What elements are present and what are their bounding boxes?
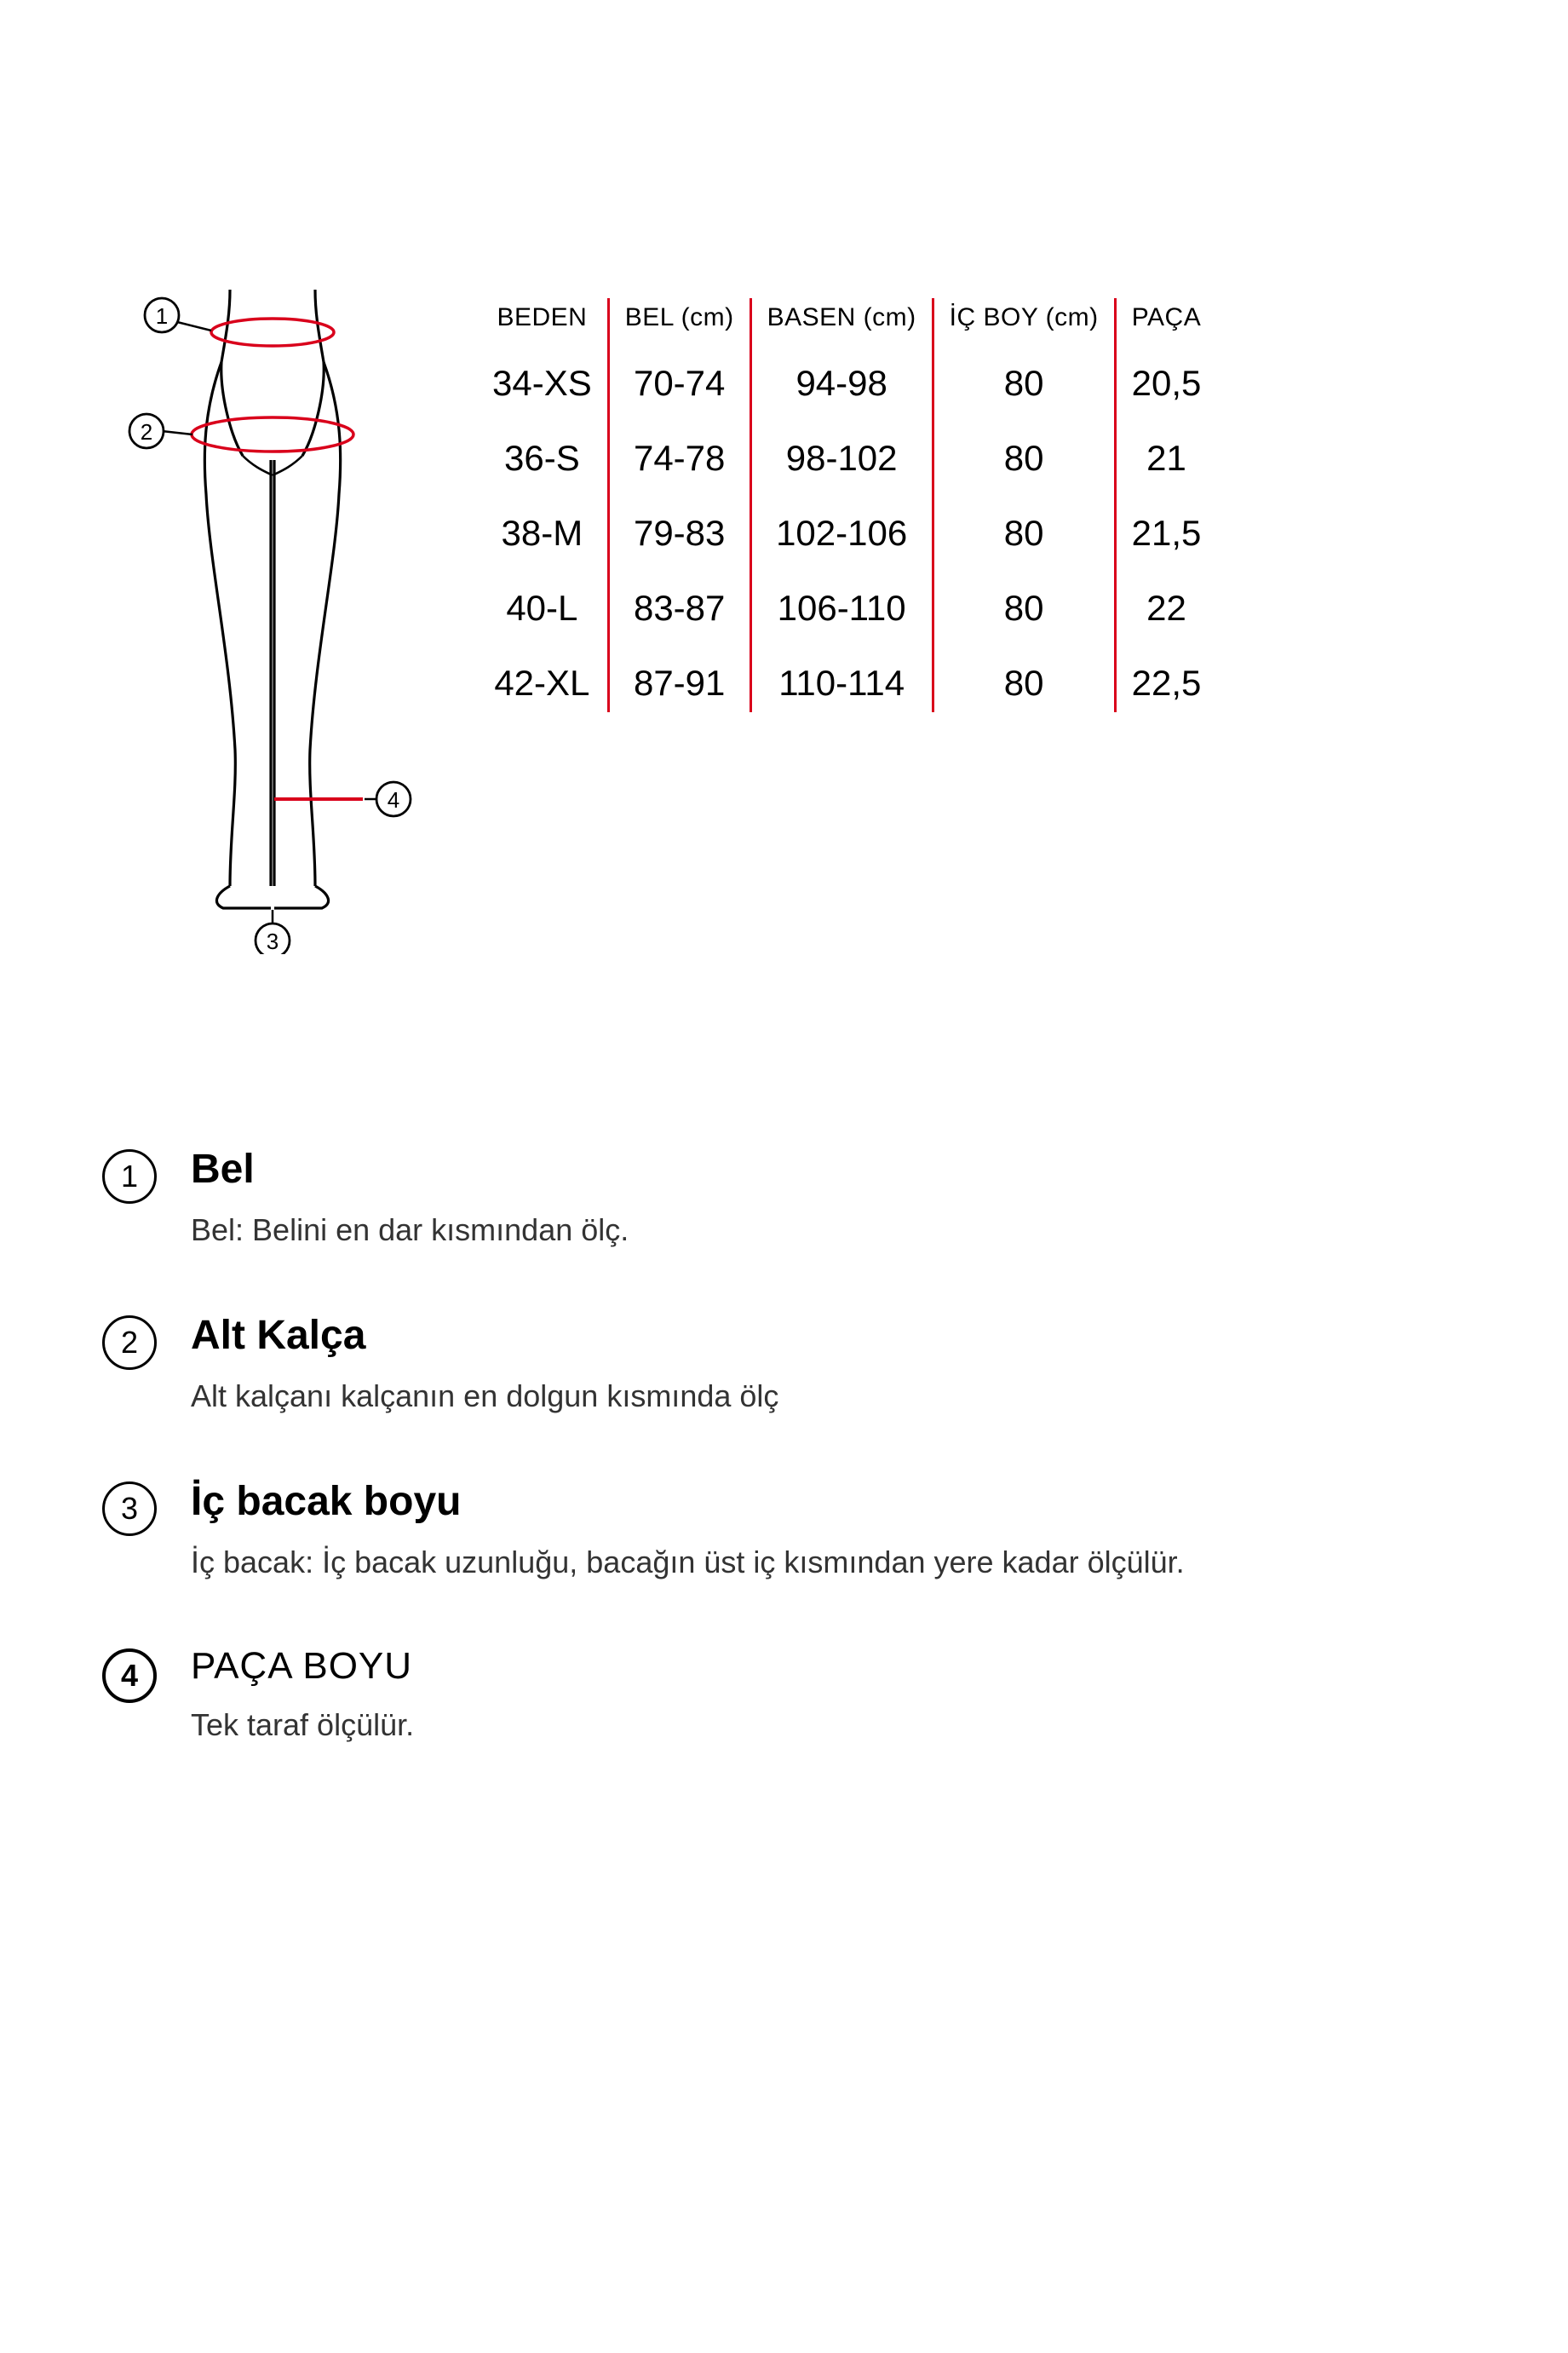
- col-header: İÇ BOY (cm): [950, 290, 1099, 346]
- table-cell: 22: [1146, 571, 1186, 646]
- table-cell: 80: [1004, 421, 1044, 496]
- legend-desc: Tek taraf ölçülür.: [191, 1703, 1213, 1747]
- legend-title: Alt Kalça: [191, 1312, 1466, 1359]
- table-col-bel: BEL (cm) 70-74 74-78 79-83 83-87 87-91: [610, 290, 750, 721]
- body-figure: 1 2 3 4: [102, 290, 443, 958]
- table-col-basen: BASEN (cm) 94-98 98-102 102-106 106-110 …: [752, 290, 932, 721]
- size-table: BEDEN 34-XS 36-S 38-M 40-L 42-XL BEL (cm…: [477, 290, 1466, 721]
- table-cell: 70-74: [634, 346, 725, 421]
- legend-item-4: 4 PAÇA BOYU Tek taraf ölçülür.: [102, 1645, 1466, 1747]
- table-cell: 110-114: [778, 646, 905, 721]
- table-cell: 74-78: [634, 421, 725, 496]
- table-cell: 80: [1004, 496, 1044, 571]
- table-cell: 98-102: [786, 421, 898, 496]
- legend-title: PAÇA BOYU: [191, 1645, 1466, 1688]
- legend-item-2: 2 Alt Kalça Alt kalçanı kalçanın en dolg…: [102, 1312, 1466, 1418]
- table-col-paca: PAÇA 20,5 21 21,5 22 22,5: [1117, 290, 1217, 721]
- table-cell: 21,5: [1132, 496, 1202, 571]
- col-header: BASEN (cm): [767, 290, 916, 346]
- table-cell: 102-106: [776, 496, 907, 571]
- table-cell: 83-87: [634, 571, 725, 646]
- figure-marker-3: 3: [267, 929, 279, 954]
- table-cell: 42-XL: [494, 646, 589, 721]
- table-cell: 87-91: [634, 646, 725, 721]
- table-col-beden: BEDEN 34-XS 36-S 38-M 40-L 42-XL: [477, 290, 607, 721]
- figure-svg: 1 2 3 4: [102, 290, 443, 954]
- col-header: BEDEN: [497, 290, 587, 346]
- figure-marker-4: 4: [388, 787, 399, 813]
- table-cell: 34-XS: [492, 346, 592, 421]
- legend-item-3: 3 İç bacak boyu İç bacak: İç bacak uzunl…: [102, 1478, 1466, 1585]
- table-cell: 40-L: [506, 571, 577, 646]
- legend: 1 Bel Bel: Belini en dar kısmından ölç. …: [102, 1146, 1466, 1747]
- legend-number: 4: [102, 1648, 157, 1703]
- figure-marker-1: 1: [156, 303, 168, 329]
- legend-item-1: 1 Bel Bel: Belini en dar kısmından ölç.: [102, 1146, 1466, 1252]
- legend-number: 2: [102, 1315, 157, 1370]
- legend-title: İç bacak boyu: [191, 1478, 1466, 1525]
- table-cell: 22,5: [1132, 646, 1202, 721]
- legend-desc: İç bacak: İç bacak uzunluğu, bacağın üst…: [191, 1540, 1213, 1585]
- table-col-icboy: İÇ BOY (cm) 80 80 80 80 80: [934, 290, 1114, 721]
- legend-title: Bel: [191, 1146, 1466, 1193]
- legend-number: 1: [102, 1149, 157, 1204]
- table-cell: 36-S: [504, 421, 580, 496]
- table-cell: 79-83: [634, 496, 725, 571]
- table-cell: 106-110: [778, 571, 906, 646]
- table-cell: 20,5: [1132, 346, 1202, 421]
- legend-desc: Bel: Belini en dar kısmından ölç.: [191, 1208, 1213, 1252]
- table-cell: 94-98: [795, 346, 887, 421]
- table-cell: 80: [1004, 571, 1044, 646]
- col-header: PAÇA: [1132, 290, 1201, 346]
- col-header: BEL (cm): [625, 290, 734, 346]
- figure-marker-2: 2: [141, 419, 152, 445]
- legend-desc: Alt kalçanı kalçanın en dolgun kısmında …: [191, 1374, 1213, 1418]
- legend-number: 3: [102, 1481, 157, 1536]
- table-cell: 80: [1004, 646, 1044, 721]
- table-cell: 80: [1004, 346, 1044, 421]
- table-cell: 21: [1146, 421, 1186, 496]
- top-row: 1 2 3 4 BEDEN 34-XS 36-S 38-M 40-L 42-XL…: [102, 290, 1466, 958]
- table-cell: 38-M: [502, 496, 583, 571]
